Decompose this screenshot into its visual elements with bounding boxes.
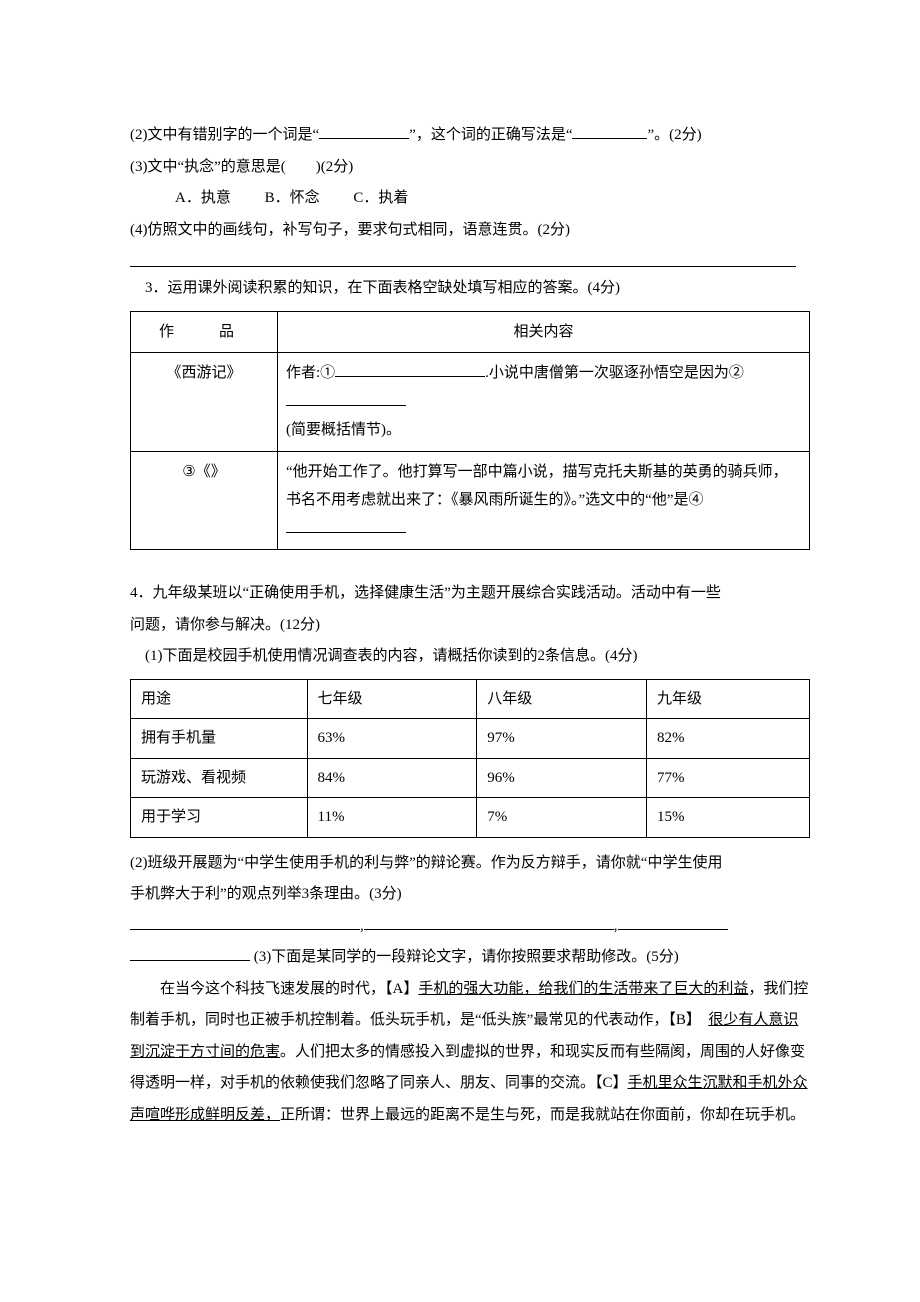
q3-r1-work: 《西游记》 <box>131 353 278 452</box>
q3-r1-blank2[interactable] <box>286 390 406 406</box>
tag-c: 【C】 <box>595 1075 628 1091</box>
q2-item2: (2)文中有错别字的一个词是“ ”，这个词的正确写法是“ ”。(2分) <box>130 120 810 152</box>
t2-h3: 九年级 <box>647 679 810 719</box>
q4-survey-table: 用途 七年级 八年级 九年级 拥有手机量 63% 97% 82% 玩游戏、看视频… <box>130 679 810 838</box>
q2-item4-answer-line[interactable] <box>130 248 796 267</box>
q4-p1-intro: (1)下面是校园手机使用情况调查表的内容，请概括你读到的2条信息。(4分) <box>130 641 810 673</box>
t2-h0: 用途 <box>131 679 308 719</box>
q2-item3-options: A．执意 B．怀念 C．执着 <box>130 183 810 215</box>
t2-h1: 七年级 <box>307 679 477 719</box>
q2-3-opt-c[interactable]: C．执着 <box>353 190 408 206</box>
q3-r1-content: 作者:①.小说中唐僧第一次驱逐孙悟空是因为② (简要概括情节)。 <box>278 353 810 452</box>
tag-b: 【B】 <box>668 1012 708 1028</box>
q3-r2-content: “他开始工作了。他打算写一部中篇小说，描写克托夫斯基的英勇的骑兵师，书名不用考虑… <box>278 451 810 550</box>
underline-a: 手机的强大功能，给我们的生活带来了巨大的利益 <box>418 981 748 997</box>
table-row: 玩游戏、看视频 84% 96% 77% <box>131 758 810 798</box>
q4-p2-a: (2)班级开展题为“中学生使用手机的利与弊”的辩论赛。作为反方辩手，请你就“中学… <box>130 848 810 880</box>
q4-p2-blank2[interactable] <box>364 914 614 930</box>
q3-r1-blank1[interactable] <box>335 361 485 377</box>
q2-2-blank2[interactable] <box>572 123 647 139</box>
q4-p2-answer-line: ,, <box>130 911 810 943</box>
q4-p2-blank1[interactable] <box>130 914 360 930</box>
q4-intro-b: 问题，请你参与解决。(12分) <box>130 610 810 642</box>
q3-th-content: 相关内容 <box>278 311 810 353</box>
q4-p3-intro: (3)下面是某同学的一段辩论文字，请你按照要求帮助修改。(5分) <box>254 949 679 965</box>
q3-th-work: 作 品 <box>131 311 278 353</box>
q2-item4: (4)仿照文中的画线句，补写句子，要求句式相同，语意连贯。(2分) <box>130 215 810 247</box>
q2-2-text-b: ”，这个词的正确写法是“ <box>409 127 572 143</box>
q4-intro-a: 4．九年级某班以“正确使用手机，选择健康生活”为主题开展综合实践活动。活动中有一… <box>130 578 810 610</box>
q4-essay: 在当今这个科技飞速发展的时代，【A】手机的强大功能，给我们的生活带来了巨大的利益… <box>130 974 810 1132</box>
q2-2-text-c: ”。(2分) <box>647 127 701 143</box>
q2-3-opt-a[interactable]: A．执意 <box>175 190 231 206</box>
q4-p3-line: (3)下面是某同学的一段辩论文字，请你按照要求帮助修改。(5分) <box>130 942 810 974</box>
q3-r2-blank[interactable] <box>286 517 406 533</box>
q4-p2-blank3[interactable] <box>618 914 728 930</box>
q4-p2-b: 手机弊大于利”的观点列举3条理由。(3分) <box>130 879 810 911</box>
t2-h2: 八年级 <box>477 679 647 719</box>
q3-intro: 3．运用课外阅读积累的知识，在下面表格空缺处填写相应的答案。(4分) <box>130 273 810 305</box>
q3-table: 作 品 相关内容 《西游记》 作者:①.小说中唐僧第一次驱逐孙悟空是因为② (简… <box>130 311 810 551</box>
tag-a: 【A】 <box>385 981 418 997</box>
table-row: 拥有手机量 63% 97% 82% <box>131 719 810 759</box>
q2-2-blank1[interactable] <box>319 123 409 139</box>
q4-p2-blank4[interactable] <box>130 945 250 961</box>
q2-3-opt-b[interactable]: B．怀念 <box>265 190 320 206</box>
q2-2-text-a: (2)文中有错别字的一个词是“ <box>130 127 319 143</box>
table-row: 用于学习 11% 7% 15% <box>131 798 810 838</box>
q2-item3: (3)文中“执念”的意思是( )(2分) <box>130 152 810 184</box>
q3-r2-work: ③《》 <box>131 451 278 550</box>
